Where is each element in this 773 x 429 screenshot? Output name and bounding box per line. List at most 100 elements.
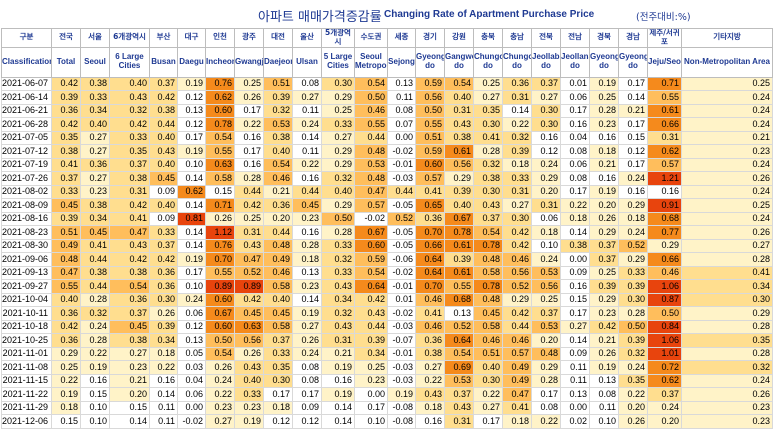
column-header-ko: 충북 bbox=[473, 28, 503, 48]
table-cell: 0.12 bbox=[263, 414, 293, 429]
table-cell: 0.23 bbox=[681, 400, 773, 416]
table-row: 2021-08-09 0.45 0.38 0.42 0.40 0.14 0.71 0.42 0.… bbox=[1, 198, 773, 213]
table-cell: 0.10 bbox=[589, 414, 619, 429]
table-cell: 0.40 bbox=[149, 130, 178, 146]
table-cell: 0.10 bbox=[354, 414, 388, 429]
table-cell: 0.27 bbox=[292, 90, 322, 105]
table-cell: 0.50 bbox=[618, 319, 648, 335]
table-row: 2021-07-05 0.35 0.27 0.33 0.40 0.17 0.54 0.16 0.… bbox=[1, 130, 773, 146]
table-cell: 0.84 bbox=[647, 319, 682, 335]
table-cell: 0.15 bbox=[109, 400, 150, 416]
table-cell: 0.32 bbox=[321, 171, 355, 186]
table-cell: 0.19 bbox=[589, 184, 619, 200]
table-cell: 0.44 bbox=[263, 225, 293, 240]
table-cell: 0.55 bbox=[647, 90, 682, 105]
table-cell: 0.55 bbox=[415, 117, 445, 132]
column-header-ko: 인천 bbox=[205, 28, 235, 48]
table-cell: 0.23 bbox=[80, 184, 110, 200]
table-cell: 0.47 bbox=[109, 225, 150, 240]
table-cell: 0.17 bbox=[234, 144, 264, 159]
table-cell: 0.57 bbox=[354, 198, 388, 213]
header-row-korean: 구분 전국 서울 6개광역시 부산 대구 인천 광주 대전 울산 5개광역시 수도권 세종 경기 강원 충북 충… bbox=[1, 28, 773, 48]
column-header-ko: 기타지방 bbox=[681, 28, 773, 48]
table-cell: 0.54 bbox=[263, 157, 293, 173]
table-cell: 0.48 bbox=[354, 144, 388, 159]
table-cell: 0.59 bbox=[354, 252, 388, 267]
row-date: 2021-10-11 bbox=[1, 306, 52, 321]
column-header-en: 5 Large Cities bbox=[321, 46, 355, 78]
table-cell: 0.45 bbox=[234, 306, 264, 321]
table-cell: 0.41 bbox=[681, 265, 773, 281]
table-cell: 0.26 bbox=[681, 225, 773, 240]
table-cell: 0.19 bbox=[292, 306, 322, 321]
table-cell: 0.42 bbox=[109, 198, 150, 213]
table-cell: 1.06 bbox=[647, 333, 682, 348]
table-cell: 0.57 bbox=[502, 346, 532, 362]
table-cell: 0.12 bbox=[292, 414, 322, 429]
table-cell: 0.44 bbox=[354, 130, 388, 146]
table-cell: 0.35 bbox=[618, 373, 648, 389]
table-cell: 0.26 bbox=[234, 346, 264, 362]
column-header-ko: 부산 bbox=[149, 28, 178, 48]
table-cell: 0.31 bbox=[109, 184, 150, 200]
table-cell: 0.48 bbox=[473, 252, 503, 267]
table-cell: 0.42 bbox=[149, 252, 178, 267]
table-row: 2021-11-29 0.18 0.10 0.15 0.11 0.00 0.23 0.23 0.… bbox=[1, 400, 773, 416]
table-cell: 0.20 bbox=[647, 414, 682, 429]
table-cell: 0.20 bbox=[263, 211, 293, 227]
table-cell: 0.72 bbox=[647, 360, 682, 375]
table-cell: 0.26 bbox=[149, 306, 178, 321]
table-cell: 0.44 bbox=[354, 319, 388, 335]
table-cell: 0.69 bbox=[444, 360, 474, 375]
row-date: 2021-07-26 bbox=[1, 171, 52, 186]
row-date: 2021-06-28 bbox=[1, 117, 52, 132]
table-row: 2021-07-19 0.41 0.36 0.37 0.40 0.10 0.63 0.16 0.… bbox=[1, 157, 773, 173]
table-cell: -0.03 bbox=[387, 171, 416, 186]
table-cell: 0.33 bbox=[618, 265, 648, 281]
table-cell: 0.31 bbox=[444, 414, 474, 429]
table-cell: 0.17 bbox=[560, 184, 590, 200]
table-cell: 0.28 bbox=[618, 306, 648, 321]
table-cell: 0.29 bbox=[618, 198, 648, 213]
table-cell: 0.78 bbox=[473, 279, 503, 294]
column-header-ko: 5개광역시 bbox=[321, 28, 355, 48]
table-cell: 0.35 bbox=[263, 360, 293, 375]
table-cell: 0.41 bbox=[415, 184, 445, 200]
table-cell: 0.19 bbox=[51, 387, 81, 402]
table-cell: 0.24 bbox=[618, 360, 648, 375]
table-cell: 0.39 bbox=[618, 279, 648, 294]
table-cell: 0.46 bbox=[263, 265, 293, 281]
table-cell: 0.19 bbox=[80, 360, 110, 375]
table-cell: -0.02 bbox=[177, 414, 206, 429]
table-cell: 0.51 bbox=[415, 130, 445, 146]
table-cell: 0.23 bbox=[292, 211, 322, 227]
table-cell: 0.00 bbox=[354, 387, 388, 402]
row-date: 2021-08-30 bbox=[1, 238, 52, 254]
column-header-ko: 울산 bbox=[292, 28, 322, 48]
table-cell: 0.43 bbox=[149, 144, 178, 159]
table-cell: 0.37 bbox=[473, 211, 503, 227]
table-cell: 0.28 bbox=[80, 333, 110, 348]
column-header-ko: 전남 bbox=[560, 28, 590, 48]
table-cell: 0.30 bbox=[531, 103, 561, 119]
table-cell: 0.23 bbox=[205, 400, 235, 416]
column-header-ko: 수도권 bbox=[354, 28, 388, 48]
table-cell: 0.24 bbox=[681, 117, 773, 132]
table-cell: 0.34 bbox=[80, 211, 110, 227]
table-cell: 0.58 bbox=[473, 319, 503, 335]
table-cell: 0.06 bbox=[531, 211, 561, 227]
table-row: 2021-11-08 0.25 0.19 0.23 0.22 0.03 0.26 0.43 0.… bbox=[1, 360, 773, 375]
table-cell: 0.14 bbox=[149, 387, 178, 402]
table-cell: 0.27 bbox=[502, 198, 532, 213]
table-row: 2021-10-11 0.36 0.32 0.37 0.26 0.06 0.67 0.45 0.… bbox=[1, 306, 773, 321]
table-cell: 0.22 bbox=[205, 387, 235, 402]
table-cell: 0.57 bbox=[415, 171, 445, 186]
table-cell: 0.78 bbox=[444, 225, 474, 240]
table-cell: 0.13 bbox=[444, 306, 474, 321]
table-cell: -0.01 bbox=[387, 346, 416, 362]
table-cell: 0.42 bbox=[51, 117, 81, 132]
column-header-en: Total bbox=[51, 46, 81, 78]
table-cell: 0.70 bbox=[205, 252, 235, 267]
table-cell: 0.16 bbox=[292, 171, 322, 186]
row-date: 2021-09-27 bbox=[1, 279, 52, 294]
